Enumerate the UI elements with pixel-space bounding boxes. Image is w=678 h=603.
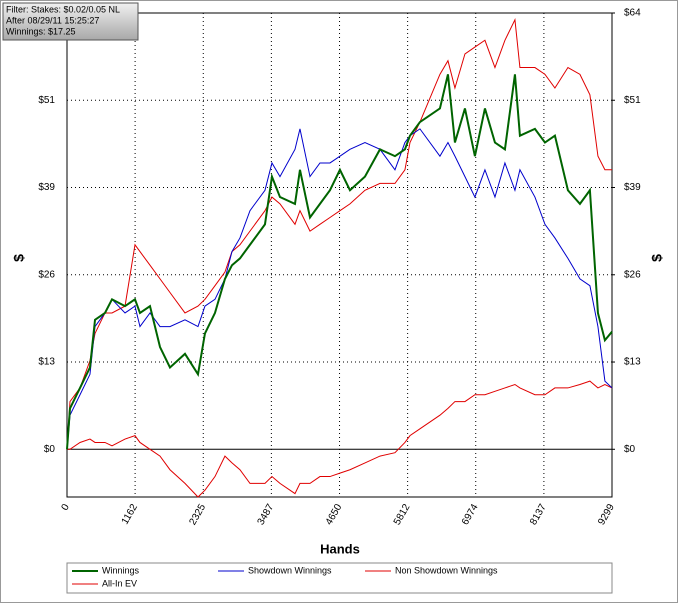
x-axis-label: Hands <box>320 541 360 556</box>
y-axis-label: $ <box>11 254 27 262</box>
y2-tick-label: $26 <box>624 269 641 280</box>
legend-label: Non Showdown Winnings <box>395 565 498 575</box>
series-line <box>66 128 613 450</box>
y2-axis-label: $ <box>649 254 665 262</box>
y-tick-label: $26 <box>38 269 55 280</box>
legend <box>66 562 613 594</box>
y2-tick-label: $39 <box>624 182 641 193</box>
legend-label: Winnings <box>102 565 140 575</box>
info-box <box>2 2 139 41</box>
y2-tick-label: $64 <box>624 8 641 19</box>
y-tick-label: $0 <box>44 444 56 455</box>
series-line <box>66 18 612 450</box>
legend-label: Showdown Winnings <box>248 565 332 575</box>
info-text: Winnings: $17.25 <box>6 26 76 36</box>
y-tick-label: $51 <box>38 95 55 106</box>
y2-tick-label: $13 <box>624 357 641 368</box>
y2-tick-label: $51 <box>624 95 641 106</box>
y-tick-label: $39 <box>38 182 55 193</box>
x-tick-label: 0 <box>60 502 73 513</box>
y2-tick-label: $0 <box>624 444 636 455</box>
series-line <box>66 74 613 450</box>
legend-label: All-In EV <box>102 578 137 588</box>
series-line <box>67 380 613 498</box>
info-text: After 08/29/11 15:25:27 <box>6 15 99 25</box>
y-tick-label: $13 <box>38 357 55 368</box>
info-text: Filter: Stakes: $0.02/0.05 NL <box>6 4 120 14</box>
